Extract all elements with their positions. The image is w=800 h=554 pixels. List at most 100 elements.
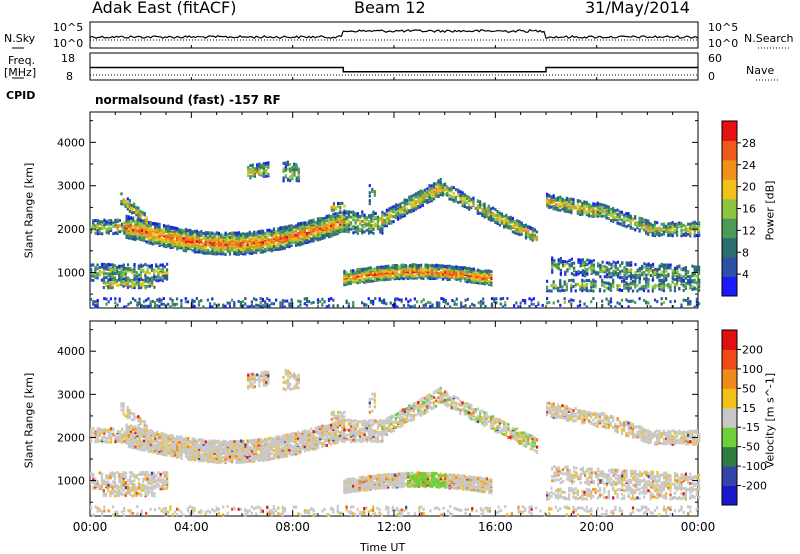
echo-cell bbox=[147, 450, 150, 453]
echo-cell bbox=[396, 264, 399, 267]
echo-cell bbox=[625, 214, 628, 218]
echo-cell bbox=[680, 274, 683, 278]
echo-cell bbox=[494, 220, 497, 223]
echo-cell bbox=[429, 305, 432, 308]
echo-cell bbox=[105, 436, 108, 440]
echo-cell bbox=[477, 272, 480, 276]
echo-cell bbox=[116, 228, 119, 232]
echo-cell bbox=[161, 270, 164, 273]
echo-cell bbox=[426, 263, 429, 267]
echo-cell bbox=[248, 232, 251, 236]
echo-cell bbox=[687, 232, 690, 236]
echo-cell bbox=[594, 210, 597, 214]
echo-cell bbox=[527, 225, 530, 229]
echo-cell bbox=[481, 203, 484, 207]
echo-cell bbox=[123, 305, 126, 309]
echo-cell bbox=[585, 286, 588, 290]
echo-cell bbox=[408, 198, 411, 202]
echo-cell bbox=[673, 283, 676, 286]
echo-cell bbox=[485, 269, 489, 273]
echo-cell bbox=[638, 277, 641, 281]
echo-cell bbox=[629, 284, 632, 288]
echo-cell bbox=[399, 211, 402, 215]
echo-cell bbox=[693, 265, 696, 269]
echo-cell bbox=[453, 269, 456, 273]
echo-cell bbox=[414, 200, 418, 204]
echo-cell bbox=[110, 432, 113, 436]
echo-cell bbox=[129, 445, 133, 449]
echo-cell bbox=[128, 199, 131, 203]
echo-cell bbox=[450, 270, 453, 274]
echo-cell bbox=[256, 169, 259, 173]
echo-cell bbox=[358, 278, 361, 282]
echo-cell bbox=[623, 213, 626, 217]
echo-cell bbox=[588, 259, 591, 263]
echo-cell bbox=[691, 272, 694, 276]
echo-cell bbox=[531, 227, 534, 230]
echo-cell bbox=[202, 242, 205, 246]
echo-cell bbox=[131, 279, 134, 283]
echo-cell bbox=[498, 223, 501, 227]
echo-cell bbox=[594, 285, 597, 289]
echo-cell bbox=[137, 210, 140, 213]
echo-cell bbox=[169, 297, 172, 301]
echo-cell bbox=[576, 282, 579, 286]
echo-cell bbox=[468, 266, 471, 270]
echo-cell bbox=[330, 230, 333, 234]
echo-cell bbox=[461, 275, 464, 279]
echo-cell bbox=[627, 268, 630, 272]
echo-cell bbox=[498, 211, 501, 215]
echo-cell bbox=[603, 267, 606, 271]
echo-cell bbox=[222, 241, 225, 245]
echo-cell bbox=[124, 278, 127, 282]
echo-cell bbox=[424, 302, 427, 306]
echo-cell bbox=[249, 175, 252, 178]
echo-cell bbox=[286, 230, 289, 234]
echo-cell bbox=[292, 239, 295, 243]
echo-cell bbox=[125, 219, 128, 222]
echo-cell bbox=[450, 188, 453, 192]
echo-cell bbox=[665, 283, 668, 287]
echo-cell bbox=[112, 232, 115, 236]
echo-cell bbox=[676, 222, 679, 226]
echo-cell bbox=[461, 270, 464, 274]
echo-cell bbox=[289, 175, 292, 179]
echo-cell bbox=[401, 206, 404, 210]
echo-cell bbox=[356, 230, 359, 234]
echo-cell bbox=[457, 194, 460, 197]
echo-cell bbox=[682, 266, 685, 270]
echo-cell bbox=[281, 245, 284, 249]
echo-cell bbox=[584, 271, 587, 275]
echo-cell bbox=[673, 225, 676, 229]
echo-cell bbox=[465, 194, 469, 198]
echo-cell bbox=[382, 265, 385, 269]
echo-cell bbox=[283, 238, 287, 242]
echo-cell bbox=[693, 274, 696, 277]
echo-cell bbox=[464, 304, 467, 308]
echo-cell bbox=[609, 219, 613, 223]
echo-cell bbox=[490, 297, 494, 301]
echo-cell bbox=[551, 258, 554, 262]
echo-cell bbox=[665, 297, 668, 301]
echo-cell bbox=[391, 271, 394, 275]
echo-cell bbox=[653, 220, 657, 224]
echo-cell bbox=[387, 266, 390, 270]
echo-cell bbox=[224, 240, 227, 243]
echo-cell bbox=[334, 205, 338, 209]
echo-cell bbox=[176, 451, 179, 454]
echo-cell bbox=[651, 226, 654, 230]
echo-cell bbox=[372, 299, 375, 303]
echo-cell bbox=[111, 268, 114, 272]
echo-cell bbox=[457, 200, 460, 204]
echo-cell bbox=[417, 198, 420, 202]
echo-cell bbox=[149, 226, 152, 230]
echo-cell bbox=[129, 441, 133, 445]
echo-cell bbox=[656, 275, 659, 279]
echo-cell bbox=[634, 285, 637, 289]
echo-cell bbox=[202, 232, 205, 235]
echo-cell bbox=[343, 280, 346, 284]
echo-cell bbox=[687, 297, 690, 300]
echo-cell bbox=[253, 172, 256, 176]
echo-cell bbox=[162, 450, 166, 454]
echo-cell bbox=[400, 274, 403, 278]
